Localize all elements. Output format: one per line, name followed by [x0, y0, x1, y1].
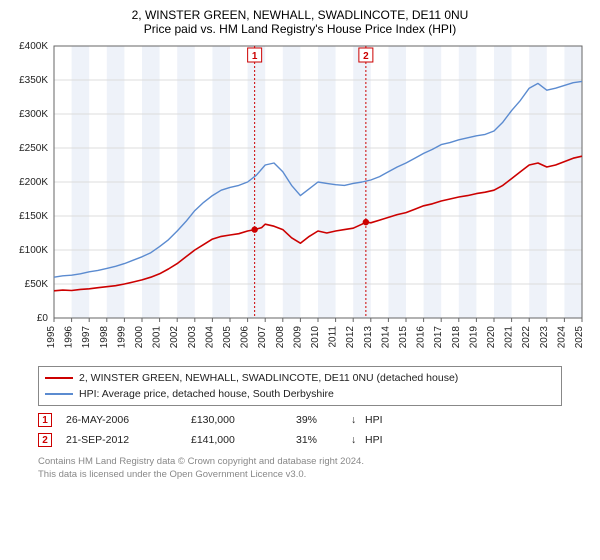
svg-text:2017: 2017 [433, 326, 444, 349]
svg-text:2011: 2011 [328, 326, 339, 348]
svg-text:2022: 2022 [521, 326, 532, 349]
svg-text:1998: 1998 [99, 326, 110, 349]
svg-text:1997: 1997 [81, 326, 92, 349]
svg-text:2024: 2024 [556, 326, 567, 349]
svg-text:2008: 2008 [275, 326, 286, 349]
event-pct: 31% [296, 434, 351, 446]
svg-text:£350K: £350K [19, 75, 48, 86]
svg-text:2002: 2002 [169, 326, 180, 349]
svg-text:£50K: £50K [25, 279, 49, 290]
svg-text:2018: 2018 [451, 326, 462, 349]
svg-text:2010: 2010 [310, 326, 321, 349]
svg-text:2013: 2013 [363, 326, 374, 349]
footer-line-1: Contains HM Land Registry data © Crown c… [38, 456, 562, 469]
chart-title: 2, WINSTER GREEN, NEWHALL, SWADLINCOTE, … [10, 8, 590, 36]
event-row: 1 26-MAY-2006£130,00039%↓HPI [38, 410, 562, 430]
legend: 2, WINSTER GREEN, NEWHALL, SWADLINCOTE, … [38, 366, 562, 406]
svg-text:£150K: £150K [19, 211, 48, 222]
svg-text:2005: 2005 [222, 326, 233, 349]
footer-line-2: This data is licensed under the Open Gov… [38, 469, 562, 482]
event-arrow: ↓ [351, 434, 365, 446]
svg-text:£250K: £250K [19, 143, 48, 154]
svg-text:2025: 2025 [574, 326, 585, 349]
svg-text:2006: 2006 [240, 326, 251, 349]
title-line-2: Price paid vs. HM Land Registry's House … [10, 22, 590, 36]
event-arrow: ↓ [351, 414, 365, 426]
svg-text:2016: 2016 [416, 326, 427, 349]
svg-text:2020: 2020 [486, 326, 497, 349]
chart-svg: £0 £50K £100K £150K £200K £250K £300K £350K £400… [10, 40, 590, 360]
svg-text:1999: 1999 [116, 326, 127, 349]
events-table: 1 26-MAY-2006£130,00039%↓HPI 2 21-SEP-2012£… [38, 410, 562, 450]
svg-text:2007: 2007 [257, 326, 268, 349]
title-line-1: 2, WINSTER GREEN, NEWHALL, SWADLINCOTE, … [10, 8, 590, 22]
svg-text:2023: 2023 [539, 326, 550, 349]
event-marker: 2 [38, 433, 52, 447]
svg-text:£300K: £300K [19, 109, 48, 120]
event-marker: 1 [38, 413, 52, 427]
svg-text:2015: 2015 [398, 326, 409, 349]
event-ref: HPI [365, 414, 395, 426]
legend-row: 2, WINSTER GREEN, NEWHALL, SWADLINCOTE, … [45, 370, 555, 386]
svg-text:2021: 2021 [504, 326, 515, 349]
legend-label: HPI: Average price, detached house, Sout… [79, 388, 334, 400]
svg-text:£0: £0 [37, 313, 49, 324]
svg-text:2012: 2012 [345, 326, 356, 349]
event-price: £130,000 [191, 414, 296, 426]
chart-plot-area: £0 £50K £100K £150K £200K £250K £300K £350K £400… [10, 40, 590, 360]
svg-text:2004: 2004 [204, 326, 215, 349]
event-date: 21-SEP-2012 [66, 434, 191, 446]
svg-text:1: 1 [252, 51, 258, 62]
svg-text:2019: 2019 [468, 326, 479, 349]
event-ref: HPI [365, 434, 395, 446]
svg-text:2: 2 [363, 51, 369, 62]
svg-text:1995: 1995 [46, 326, 57, 349]
svg-text:2009: 2009 [292, 326, 303, 349]
legend-swatch [45, 377, 73, 379]
legend-row: HPI: Average price, detached house, Sout… [45, 386, 555, 402]
svg-text:£100K: £100K [19, 245, 48, 256]
svg-text:2003: 2003 [187, 326, 198, 349]
legend-label: 2, WINSTER GREEN, NEWHALL, SWADLINCOTE, … [79, 372, 458, 384]
svg-text:2014: 2014 [380, 326, 391, 349]
legend-swatch [45, 393, 73, 395]
svg-text:£400K: £400K [19, 41, 48, 52]
svg-text:1996: 1996 [64, 326, 75, 349]
footer-attribution: Contains HM Land Registry data © Crown c… [38, 456, 562, 482]
event-date: 26-MAY-2006 [66, 414, 191, 426]
svg-text:£200K: £200K [19, 177, 48, 188]
svg-text:2000: 2000 [134, 326, 145, 349]
event-row: 2 21-SEP-2012£141,00031%↓HPI [38, 430, 562, 450]
event-price: £141,000 [191, 434, 296, 446]
event-pct: 39% [296, 414, 351, 426]
svg-text:2001: 2001 [152, 326, 163, 349]
